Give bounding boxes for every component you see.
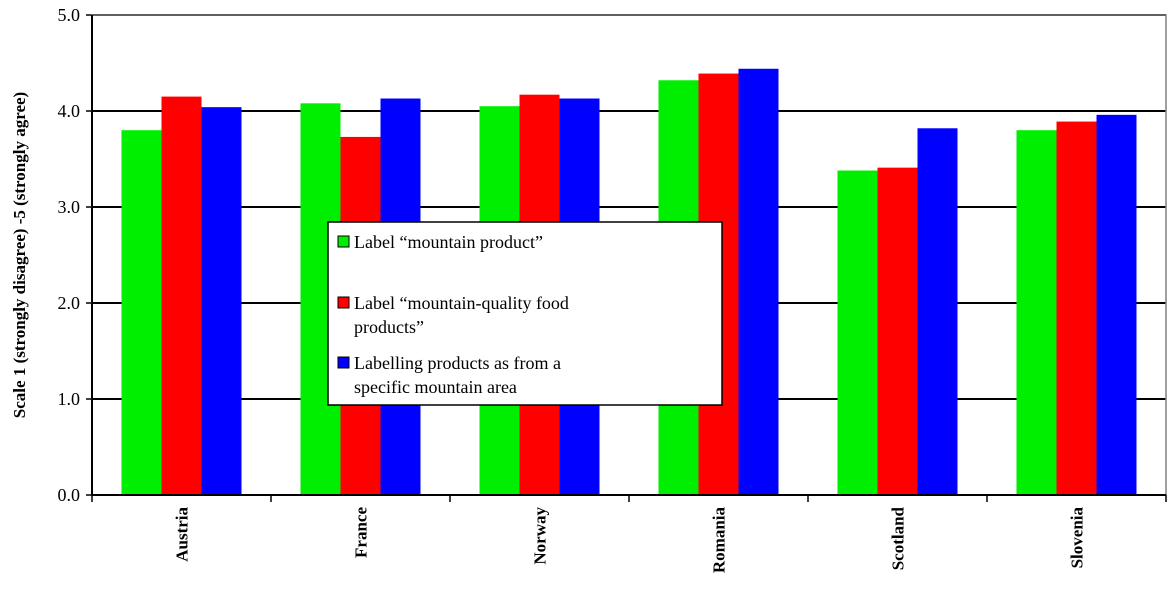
legend-box (327, 221, 723, 406)
legend-label: Label “mountain-quality food products” (354, 293, 569, 337)
y-tick-label: 1.0 (58, 389, 81, 409)
bar (1056, 121, 1097, 495)
legend-swatch (337, 235, 350, 248)
bar (1016, 130, 1057, 495)
bar (201, 107, 242, 495)
bar (121, 130, 162, 495)
bar (738, 68, 779, 495)
bar (837, 170, 878, 495)
bar (1096, 114, 1137, 495)
legend-label: Label “mountain product” (354, 232, 543, 252)
x-tick-label: Norway (531, 507, 550, 565)
x-tick-labels: Austria France Norway Romania Scotland Sloven… (173, 506, 1087, 573)
x-tick-label: Romania (710, 507, 729, 574)
bar (877, 167, 918, 495)
legend-swatch (337, 296, 350, 309)
x-tick-label: Slovenia (1068, 507, 1087, 569)
x-tick-label: Scotland (889, 506, 908, 570)
y-tick-label: 3.0 (58, 197, 81, 217)
legend-swatch (337, 356, 350, 369)
y-tick-label: 4.0 (58, 101, 81, 121)
x-tick-label: Austria (173, 507, 192, 562)
bar (917, 128, 958, 495)
y-tick-label: 2.0 (58, 293, 81, 313)
y-axis-title: Scale 1 (strongly disagree) -5 (strongly… (10, 92, 29, 418)
y-tick-labels: 0.0 1.0 2.0 3.0 4.0 5.0 (58, 5, 81, 505)
axes (91, 14, 1167, 502)
y-tick-label: 5.0 (58, 5, 81, 25)
bar (161, 96, 202, 495)
y-tick-label: 0.0 (58, 485, 81, 505)
x-tick-label: France (352, 507, 371, 558)
legend: Label “mountain product” Label “mountain-… (327, 221, 723, 406)
legend-label: Labelling products as from a specific mou… (354, 353, 561, 397)
